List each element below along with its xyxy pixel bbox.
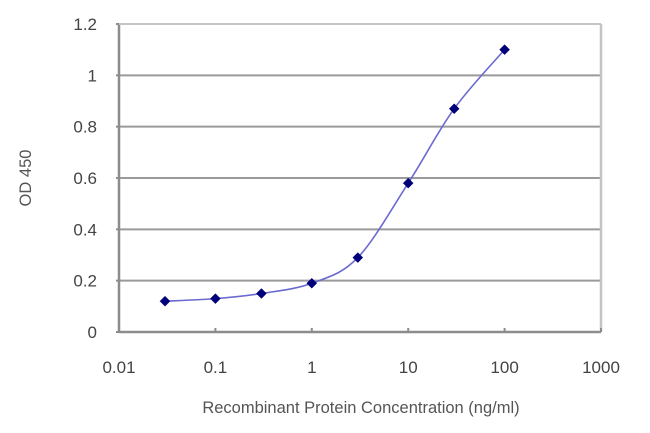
x-tick-label: 1000 [582, 358, 620, 377]
x-axis-ticks: 0.01 0.1 1 10 100 1000 [102, 328, 620, 377]
gridlines [119, 23, 601, 282]
data-point-marker [159, 295, 171, 307]
data-point-marker [306, 277, 318, 289]
x-tick-label: 100 [490, 358, 518, 377]
y-tick-label: 0.4 [73, 220, 97, 239]
data-point-marker [352, 252, 364, 263]
x-tick-label: 1 [307, 358, 316, 377]
x-tick-label: 10 [399, 358, 418, 377]
y-tick-label: 1 [88, 66, 97, 85]
x-tick-label: 0.1 [204, 358, 228, 377]
data-point-marker [402, 177, 414, 189]
y-tick-label: 0.8 [73, 118, 97, 137]
x-axis-title: Recombinant Protein Concentration (ng/ml… [202, 399, 519, 417]
y-tick-label: 0.6 [73, 169, 97, 188]
y-axis-title: OD 450 [17, 150, 35, 207]
data-markers [159, 44, 510, 307]
data-point-marker [448, 103, 460, 115]
data-line [164, 49, 506, 302]
data-point-marker [256, 288, 267, 299]
y-tick-label: 0 [88, 323, 97, 342]
data-point-marker [499, 44, 510, 56]
y-tick-label: 0.2 [73, 272, 97, 291]
data-point-marker [210, 293, 221, 304]
y-axis-ticks: 0 0.2 0.4 0.6 0.8 1 1.2 [73, 15, 119, 342]
y-tick-label: 1.2 [73, 15, 97, 34]
x-tick-label: 0.01 [102, 358, 135, 377]
